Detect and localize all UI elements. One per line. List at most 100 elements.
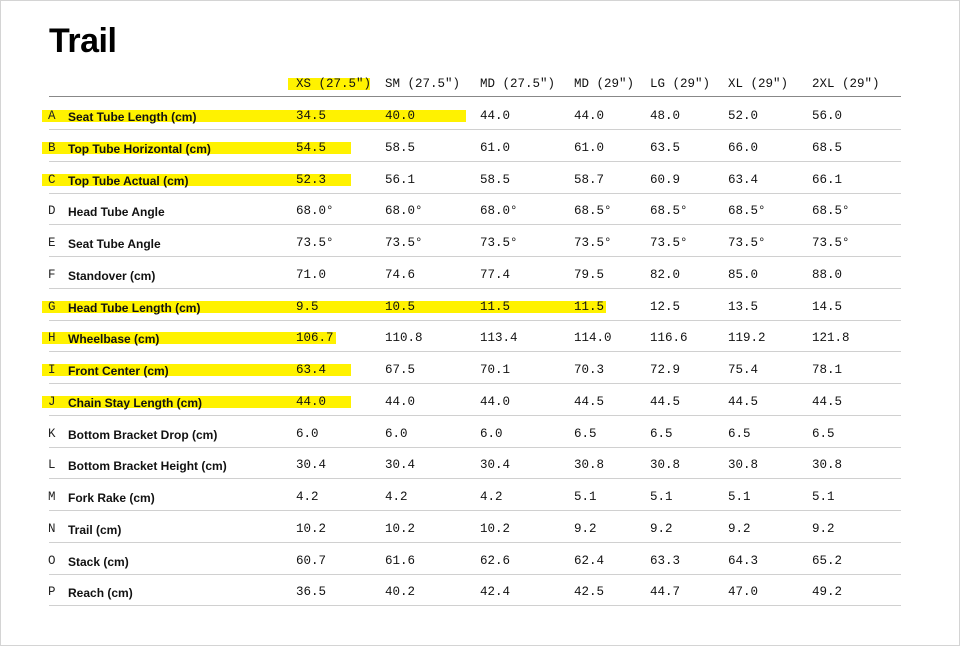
- table-cell: 68.0°: [296, 204, 334, 219]
- row-rule: [49, 287, 901, 289]
- table-cell: 40.2: [385, 585, 416, 600]
- row-letter: C: [48, 172, 56, 187]
- row-rule: [49, 383, 901, 384]
- table-cell: 30.4: [385, 458, 416, 473]
- table-cell: 58.7: [574, 172, 605, 187]
- table-cell: 114.0: [574, 331, 612, 346]
- row-label: Wheelbase (cm): [68, 332, 160, 347]
- row-highlight: [42, 110, 466, 122]
- row-label: Standover (cm): [68, 268, 156, 283]
- table-cell: 75.4: [728, 363, 759, 377]
- table-cell: 63.5: [650, 140, 681, 155]
- table-cell: 68.5°: [728, 204, 766, 219]
- row-letter: O: [48, 553, 56, 568]
- table-cell: 61.0: [574, 140, 605, 155]
- table-cell: 79.5: [574, 267, 605, 282]
- table-cell: 68.5: [812, 140, 843, 155]
- table-cell: 121.8: [812, 331, 850, 346]
- table-cell: 5.1: [728, 490, 751, 504]
- table-cell: 6.0: [296, 426, 319, 441]
- table-cell: 60.7: [296, 553, 327, 568]
- table-cell: 52.0: [728, 109, 759, 123]
- table-cell: 12.5: [650, 299, 681, 314]
- table-cell: 58.5: [385, 140, 416, 155]
- row-label: Reach (cm): [68, 586, 133, 601]
- row-highlight: [42, 300, 607, 313]
- table-cell: 67.5: [385, 363, 416, 377]
- table-cell: 54.5: [296, 140, 327, 155]
- table-cell: 10.5: [385, 299, 416, 314]
- table-cell: 63.4: [296, 363, 327, 377]
- table-cell: 48.0: [650, 109, 681, 123]
- table-cell: 68.0°: [480, 204, 518, 219]
- table-cell: 82.0: [650, 267, 681, 282]
- table-cell: 63.3: [650, 553, 681, 568]
- table-cell: 56.0: [812, 109, 843, 123]
- column-header: XS (27.5"): [296, 77, 372, 91]
- table-cell: 66.1: [812, 172, 843, 187]
- table-cell: 110.8: [385, 331, 423, 346]
- row-rule: [49, 192, 901, 194]
- row-rule: [49, 573, 901, 575]
- table-cell: 119.2: [728, 331, 766, 346]
- table-cell: 6.5: [812, 426, 835, 441]
- table-cell: 9.2: [574, 521, 597, 536]
- row-rule: [49, 224, 901, 226]
- table-cell: 72.9: [650, 363, 681, 377]
- row-letter: J: [48, 394, 56, 409]
- row-letter: F: [48, 267, 56, 282]
- table-cell: 62.6: [480, 553, 511, 568]
- row-label: Fork Rake (cm): [68, 491, 155, 505]
- table-cell: 11.5: [574, 299, 605, 314]
- table-cell: 68.0°: [385, 204, 423, 219]
- table-cell: 73.5°: [574, 236, 612, 250]
- row-rule: [49, 160, 901, 162]
- column-header: 2XL (29"): [812, 77, 880, 91]
- row-label: Top Tube Actual (cm): [68, 173, 189, 188]
- row-highlight: [42, 395, 351, 408]
- table-cell: 10.2: [385, 521, 416, 536]
- row-rule: [49, 510, 901, 511]
- table-cell: 47.0: [728, 585, 759, 600]
- table-cell: 56.1: [385, 172, 416, 187]
- row-label: Bottom Bracket Drop (cm): [68, 427, 218, 442]
- table-cell: 44.7: [650, 585, 681, 600]
- row-rule: [49, 605, 901, 607]
- row-rule: [49, 256, 901, 257]
- table-cell: 73.5°: [296, 236, 334, 250]
- table-cell: 44.5: [728, 394, 759, 409]
- row-letter: E: [48, 236, 56, 250]
- table-cell: 11.5: [480, 299, 511, 314]
- table-cell: 4.2: [385, 490, 408, 504]
- table-cell: 4.2: [296, 490, 319, 504]
- table-cell: 10.2: [480, 521, 511, 536]
- table-cell: 58.5: [480, 172, 511, 187]
- table-cell: 5.1: [812, 490, 835, 504]
- row-rule: [49, 351, 901, 353]
- table-cell: 9.5: [296, 299, 319, 314]
- page-title: Trail: [49, 22, 117, 60]
- row-label: Chain Stay Length (cm): [68, 395, 203, 410]
- table-cell: 6.0: [385, 426, 408, 441]
- table-cell: 13.5: [728, 299, 759, 314]
- table-cell: 60.9: [650, 172, 681, 187]
- header-rule: [49, 96, 901, 97]
- table-cell: 116.6: [650, 331, 688, 346]
- row-rule: [49, 446, 901, 448]
- table-cell: 49.2: [812, 585, 843, 600]
- table-cell: 71.0: [296, 267, 327, 282]
- table-cell: 68.5°: [650, 204, 688, 219]
- row-rule: [49, 129, 901, 130]
- table-cell: 63.4: [728, 172, 759, 187]
- row-letter: I: [48, 363, 56, 377]
- table-cell: 5.1: [574, 490, 597, 504]
- row-letter: P: [48, 585, 56, 600]
- table-cell: 44.0: [480, 109, 511, 123]
- table-cell: 4.2: [480, 490, 503, 504]
- table-cell: 73.5°: [650, 236, 688, 250]
- row-label: Front Center (cm): [68, 364, 169, 378]
- row-label: Stack (cm): [68, 554, 129, 569]
- table-cell: 44.0: [385, 394, 416, 409]
- row-label: Seat Tube Length (cm): [68, 110, 197, 124]
- table-cell: 44.0: [574, 109, 605, 123]
